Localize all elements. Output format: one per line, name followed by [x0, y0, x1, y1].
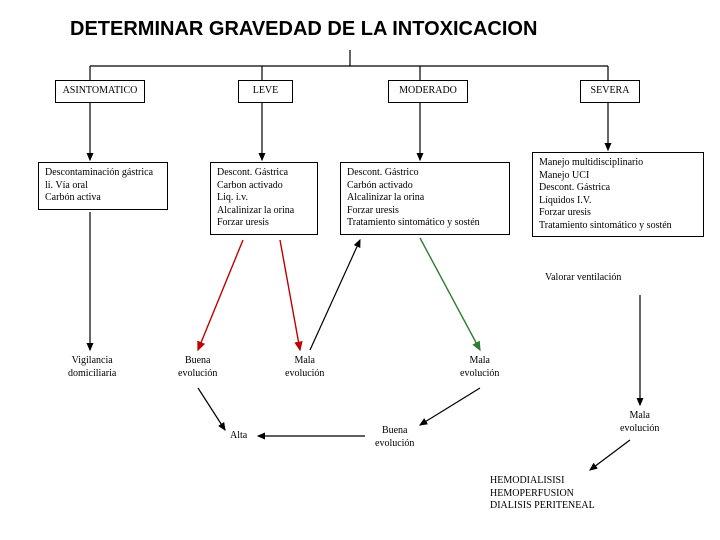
detail-moderado: Descont. GástricoCarbón activadoAlcalini…: [340, 162, 510, 235]
severity-moderado: MODERADO: [388, 80, 468, 103]
label-hemo: HEMODIALISISIHEMOPERFUSIONDIALISIS PERIT…: [490, 475, 595, 513]
label-mala-evol-3: Malaevolución: [620, 410, 659, 435]
label-buena-evol-2: Buenaevolución: [375, 425, 414, 450]
label-alta: Alta: [230, 430, 247, 443]
label-mala-evol-1: Malaevolución: [285, 355, 324, 380]
label-buena-evol-1: Buenaevolución: [178, 355, 217, 380]
detail-severa: Manejo multidisciplinarioManejo UCIDesco…: [532, 152, 704, 237]
detail-asintomatico: Descontaminación gástricali. Vía oralCar…: [38, 162, 168, 210]
label-vigilancia: Vigilanciadomiciliaria: [68, 355, 116, 380]
severity-asintomatico: ASINTOMATICO: [55, 80, 145, 103]
page-title: DETERMINAR GRAVEDAD DE LA INTOXICACION: [70, 18, 537, 41]
severity-leve: LEVE: [238, 80, 293, 103]
label-mala-evol-2: Malaevolución: [460, 355, 499, 380]
detail-leve: Descont. GástricaCarbon activadoLiq. i.v…: [210, 162, 318, 235]
label-valorar: Valorar ventilación: [545, 272, 621, 285]
severity-severa: SEVERA: [580, 80, 640, 103]
